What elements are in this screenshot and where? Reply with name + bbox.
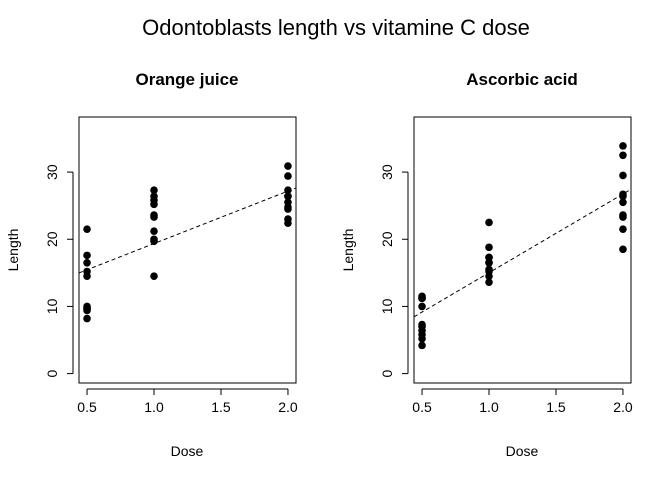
data-point [150,186,158,195]
data-point [485,258,493,267]
data-point [418,322,426,331]
data-point [284,215,292,223]
x-tick-label: 0.5 [412,399,432,415]
data-point [619,171,627,180]
data-point [619,225,627,233]
panel-title: Ascorbic acid [466,70,578,89]
data-point [485,265,493,274]
data-point [83,251,91,260]
y-tick-label: 20 [44,231,60,247]
data-point [150,272,158,280]
data-point [619,245,627,254]
data-point [619,213,627,221]
data-point [83,314,91,323]
trend-line [78,187,297,274]
data-point [150,235,158,244]
x-tick-label: 1.5 [546,399,566,415]
data-point [418,341,426,350]
data-point [284,203,292,211]
data-point [619,151,627,160]
data-point [83,258,91,267]
data-point [485,218,493,227]
data-point [485,243,493,252]
data-point [83,304,91,313]
y-tick-label: 0 [379,369,395,377]
y-tick-label: 30 [44,164,60,180]
x-tick-label: 2.0 [278,399,298,415]
plot-frame [413,116,632,384]
data-point [619,198,627,207]
data-point [150,227,158,235]
data-point [485,278,493,287]
data-point [418,334,426,343]
y-tick-label: 0 [44,369,60,377]
data-point [485,272,493,280]
data-point [418,294,426,303]
data-point [83,272,91,280]
y-tick-label: 30 [379,164,395,180]
y-tick-label: 10 [379,298,395,314]
data-point [284,172,292,180]
x-tick-label: 1.5 [211,399,231,415]
data-point [619,190,627,199]
x-tick-label: 2.0 [613,399,633,415]
figure-title: Odontoblasts length vs vitamine C dose [142,15,530,40]
y-tick-label: 10 [44,298,60,314]
data-point [284,162,292,170]
data-point [150,196,158,205]
data-point [284,192,292,201]
y-axis-label: Length [5,229,21,272]
data-point [619,142,627,150]
x-tick-label: 1.0 [144,399,164,415]
panel-title: Orange juice [136,70,239,89]
panel-orange-juice: Orange juice Dose Length 0.5 1.0 1.5 2.0 0 10… [5,70,298,459]
x-tick-label: 0.5 [77,399,97,415]
y-axis-label: Length [340,229,356,272]
x-axis-label: Dose [506,443,539,459]
plot-frame [78,116,297,384]
data-point [284,186,292,195]
trend-line [413,188,632,318]
y-tick-label: 20 [379,231,395,247]
data-point [83,225,91,233]
data-point [418,302,426,311]
x-axis-label: Dose [171,443,204,459]
data-point [485,253,493,262]
x-tick-label: 1.0 [479,399,499,415]
data-point [150,211,158,219]
panel-ascorbic-acid: Ascorbic acid Dose Length 0.5 1.0 1.5 2.0 0 1… [340,70,633,459]
